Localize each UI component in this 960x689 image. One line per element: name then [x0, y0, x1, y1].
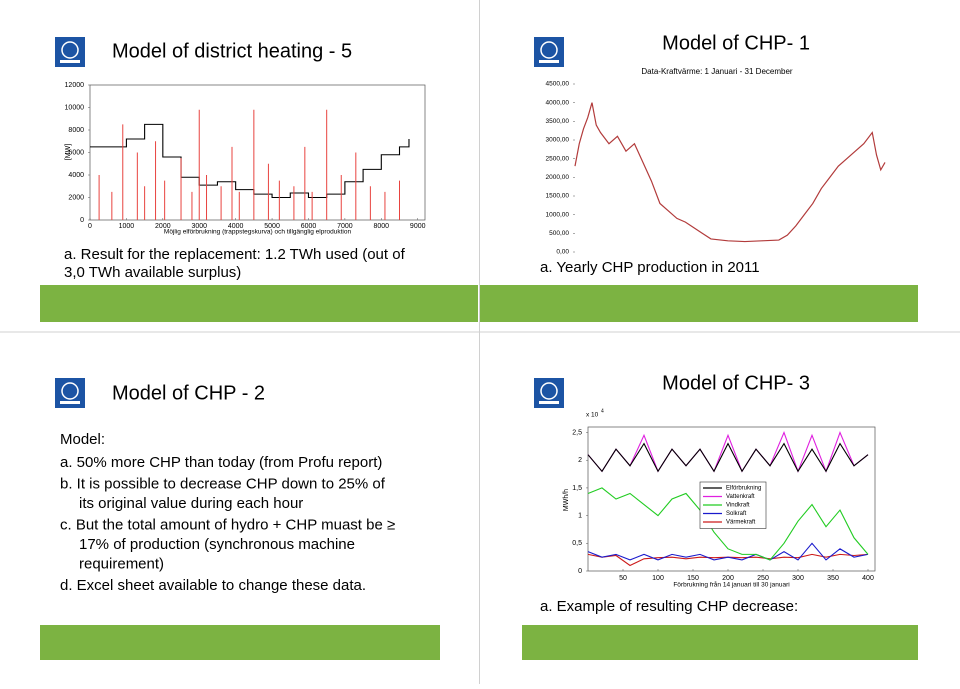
- x-tick-label: 2000: [155, 223, 171, 230]
- y-tick-label: 4000: [68, 172, 84, 179]
- x-tick-label: 1000: [119, 223, 135, 230]
- x-tick-label: 8000: [374, 223, 390, 230]
- y-tick-label: 8000: [68, 127, 84, 134]
- logo: [55, 378, 85, 408]
- logo: [534, 37, 564, 67]
- footer-bar: [480, 285, 918, 322]
- legend-label: Solkraft: [726, 511, 747, 517]
- footer-bar: [40, 625, 440, 660]
- logo: [534, 378, 564, 408]
- y-tick-label: 0,00: [556, 249, 569, 256]
- caption: a. Yearly CHP production in 2011: [540, 259, 760, 276]
- y-tick-label: 10000: [65, 104, 85, 111]
- axis-multiplier-exponent: 4: [601, 408, 604, 414]
- series-line: [90, 123, 410, 199]
- x-axis-label: Möjlig elförbrukning (trappstegskurva) o…: [164, 229, 352, 236]
- y-tick-label: 0,5: [572, 540, 582, 547]
- chart: 0 0,5 1 1,5 2 2,5 50 100 150 200 250 300 350 400 Förbr…: [563, 408, 876, 589]
- caption: a. Result for the replacement: 1.2 TWh u…: [64, 246, 406, 263]
- legend-label: Vindkraft: [726, 503, 750, 509]
- y-tick-label: 2000: [68, 194, 84, 201]
- x-tick-label: 350: [827, 575, 839, 582]
- series-line: [587, 487, 869, 561]
- x-tick-label: 6000: [301, 223, 317, 230]
- plot-frame: [587, 426, 876, 572]
- slide-title: Model of CHP- 1: [662, 32, 810, 54]
- list-item: c. But the total amount of hydro + CHP m…: [60, 516, 395, 533]
- list-item: requirement): [79, 555, 164, 572]
- y-axis-label: [MW]: [65, 144, 72, 160]
- caption: a. Example of resulting CHP decrease:: [540, 598, 798, 615]
- x-axis-label: Förbrukning från 14 januari till 30 janu…: [673, 581, 789, 589]
- x-tick-label: 150: [687, 575, 699, 582]
- slide-title: Model of district heating - 5: [112, 40, 352, 62]
- x-tick-label: 4000: [228, 223, 244, 230]
- y-tick-label: 3500,00: [546, 118, 570, 125]
- y-tick-label: 1: [578, 512, 582, 519]
- x-tick-label: 0: [88, 223, 92, 230]
- chart: 0 2000 4000 6000 8000 10000 12000 0 1000 2000 3000…: [65, 82, 426, 236]
- list-item: d. Excel sheet available to change these…: [60, 577, 366, 594]
- list-item: its original value during each hour: [79, 495, 303, 512]
- footer-bar: [522, 625, 918, 660]
- y-tick-label: 500,00: [549, 230, 569, 237]
- logo: [55, 37, 85, 67]
- y-tick-label: 6000: [68, 149, 84, 156]
- x-tick-label: 5000: [264, 223, 280, 230]
- series-line: [574, 102, 886, 243]
- x-tick-label: 9000: [410, 223, 426, 230]
- x-tick-label: 100: [652, 575, 664, 582]
- y-tick-label: 1500,00: [546, 193, 570, 200]
- slide-title: Model of CHP- 3: [662, 372, 810, 394]
- y-tick-label: 1000,00: [546, 211, 570, 218]
- legend-label: Vattenkraft: [726, 494, 755, 500]
- heading: Model:: [60, 431, 105, 448]
- list-item: b. It is possible to decrease CHP down t…: [60, 475, 386, 492]
- legend-label: Elförbrukning: [726, 486, 761, 492]
- y-tick-label: 0: [578, 568, 582, 575]
- axis-multiplier: x 10: [586, 412, 599, 419]
- y-tick-label: 4000,00: [546, 99, 570, 106]
- slide-title: Model of CHP - 2: [112, 382, 265, 404]
- x-tick-label: 200: [722, 575, 734, 582]
- y-tick-label: 0: [80, 217, 84, 224]
- x-tick-label: 50: [619, 575, 627, 582]
- y-tick-label: 1,5: [572, 485, 582, 492]
- y-tick-label: 2500,00: [546, 155, 570, 162]
- y-tick-label: 2,5: [572, 429, 582, 436]
- series-line: [587, 542, 869, 561]
- x-tick-label: 7000: [337, 223, 353, 230]
- y-tick-label: 12000: [65, 82, 85, 89]
- list-item: 17% of production (synchronous machine: [79, 536, 355, 553]
- series-line: [587, 442, 869, 473]
- y-tick-label: 2: [578, 457, 582, 464]
- y-tick-label: 4500,00: [546, 81, 570, 88]
- y-tick-label: 2000,00: [546, 174, 570, 181]
- legend-label: Värmekraft: [726, 520, 756, 526]
- caption: 3,0 TWh available surplus): [64, 264, 241, 281]
- y-axis-label: MWh/h: [563, 489, 570, 511]
- list-item: a. 50% more CHP than today (from Profu r…: [60, 454, 382, 471]
- chart-title: Data-Kraftvärme: 1 Januari - 31 December: [641, 67, 793, 76]
- series-line: [587, 431, 869, 473]
- x-tick-label: 300: [792, 575, 804, 582]
- x-tick-label: 3000: [191, 223, 207, 230]
- y-tick-label: 3000,00: [546, 137, 570, 144]
- footer-bar: [40, 285, 478, 322]
- x-tick-label: 250: [757, 575, 769, 582]
- x-tick-label: 400: [862, 575, 874, 582]
- chart: Data-Kraftvärme: 1 Januari - 31 December…: [546, 67, 886, 256]
